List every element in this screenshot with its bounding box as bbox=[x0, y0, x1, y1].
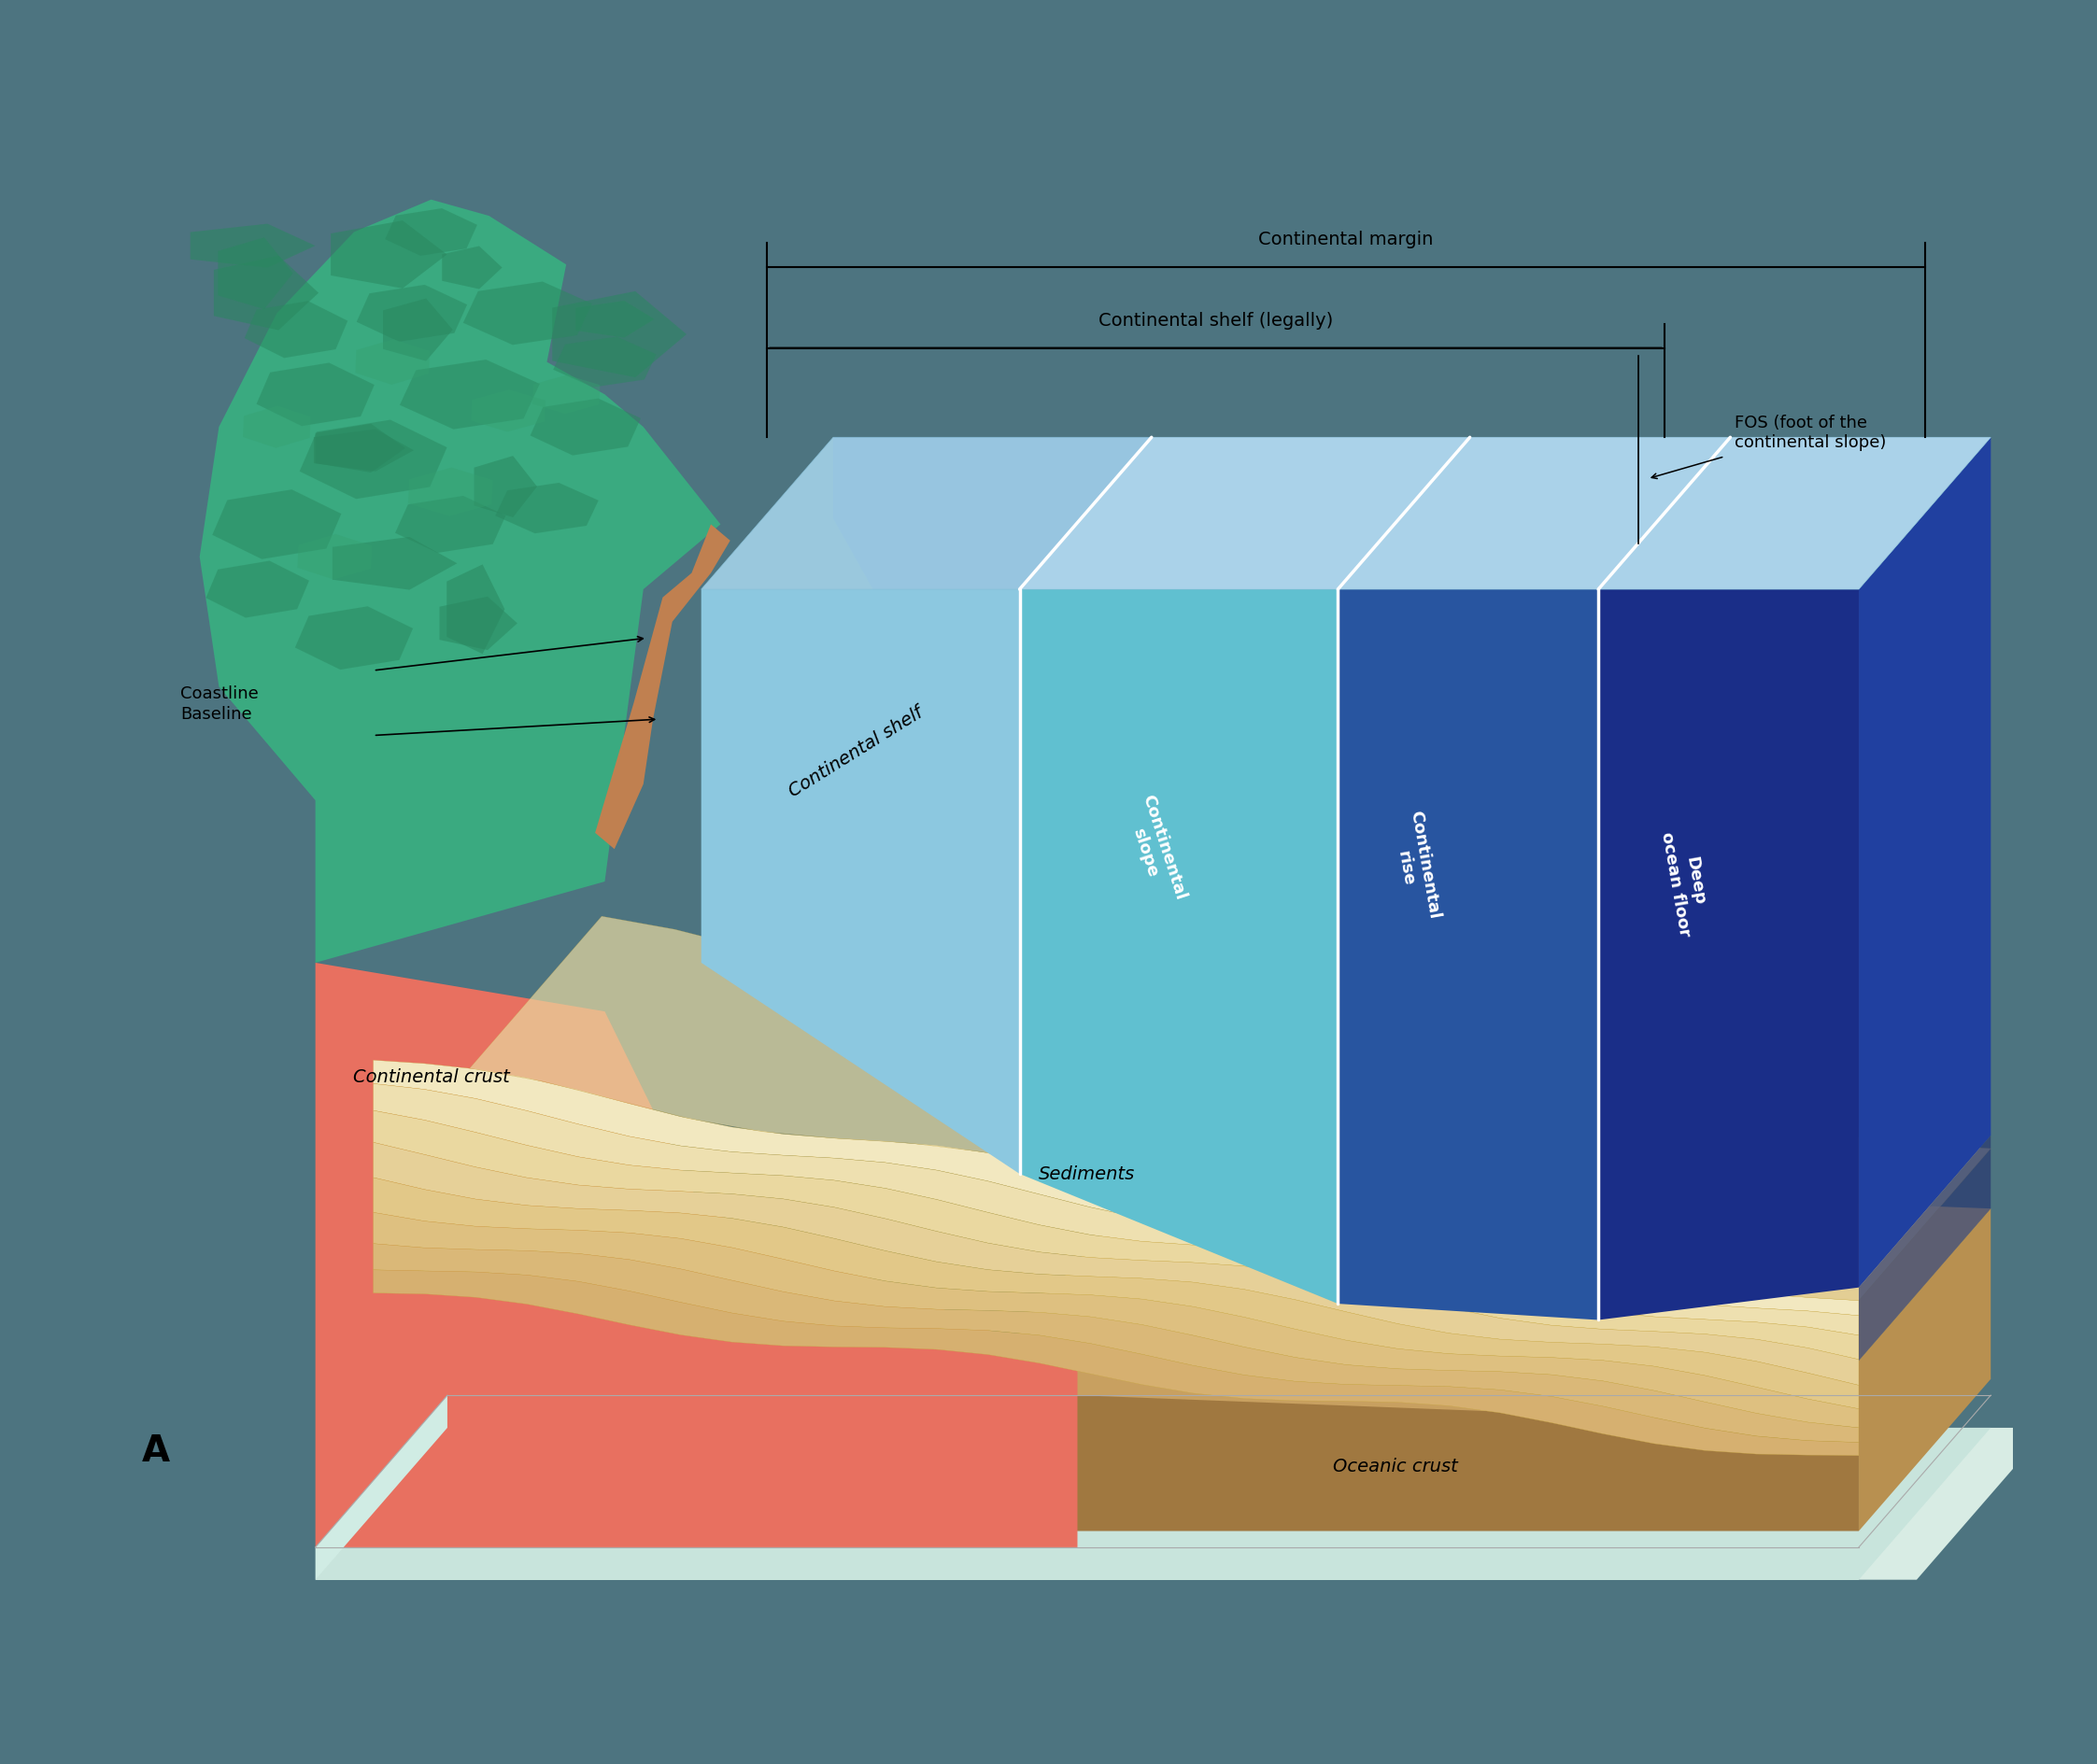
Polygon shape bbox=[1019, 1344, 1858, 1531]
Polygon shape bbox=[356, 286, 468, 342]
Polygon shape bbox=[1858, 437, 1990, 1288]
Polygon shape bbox=[373, 1060, 1858, 1316]
Polygon shape bbox=[386, 210, 478, 256]
Polygon shape bbox=[533, 376, 600, 415]
Polygon shape bbox=[315, 1427, 1990, 1581]
Polygon shape bbox=[384, 300, 453, 362]
Polygon shape bbox=[300, 420, 447, 499]
Text: Continental
rise: Continental rise bbox=[1388, 808, 1443, 923]
Polygon shape bbox=[1019, 589, 1338, 1304]
Text: Coastline
Baseline: Coastline Baseline bbox=[180, 684, 258, 721]
Polygon shape bbox=[373, 1212, 1858, 1429]
Polygon shape bbox=[472, 390, 545, 432]
Polygon shape bbox=[1019, 1328, 1858, 1425]
Polygon shape bbox=[700, 437, 1990, 589]
Polygon shape bbox=[199, 201, 721, 963]
Text: Oceanic crust: Oceanic crust bbox=[1334, 1457, 1457, 1475]
Polygon shape bbox=[442, 247, 501, 289]
Polygon shape bbox=[296, 607, 413, 670]
Polygon shape bbox=[554, 337, 656, 388]
Text: Continental shelf: Continental shelf bbox=[784, 704, 927, 801]
Polygon shape bbox=[354, 340, 430, 385]
Polygon shape bbox=[315, 1427, 2049, 1581]
Polygon shape bbox=[552, 293, 686, 377]
Polygon shape bbox=[373, 1244, 1858, 1443]
Polygon shape bbox=[700, 589, 1019, 1175]
Polygon shape bbox=[833, 437, 1990, 1136]
Polygon shape bbox=[1338, 589, 1598, 1319]
Polygon shape bbox=[298, 534, 371, 580]
Polygon shape bbox=[243, 406, 310, 448]
Text: Continental crust: Continental crust bbox=[352, 1067, 510, 1085]
Polygon shape bbox=[212, 490, 342, 559]
Text: Sediments: Sediments bbox=[1038, 1166, 1134, 1184]
Polygon shape bbox=[256, 363, 375, 427]
Polygon shape bbox=[474, 457, 537, 519]
Polygon shape bbox=[373, 1083, 1858, 1335]
Polygon shape bbox=[315, 425, 405, 473]
Polygon shape bbox=[333, 538, 457, 591]
Polygon shape bbox=[214, 256, 319, 332]
Polygon shape bbox=[470, 917, 1990, 1300]
Polygon shape bbox=[373, 1143, 1858, 1385]
Polygon shape bbox=[1858, 1208, 1990, 1531]
Polygon shape bbox=[495, 483, 598, 534]
Polygon shape bbox=[1858, 1136, 1990, 1360]
Text: FOS (foot of the
continental slope): FOS (foot of the continental slope) bbox=[1734, 415, 1885, 452]
Polygon shape bbox=[373, 1270, 1858, 1455]
Polygon shape bbox=[331, 220, 447, 289]
Polygon shape bbox=[315, 430, 413, 473]
Polygon shape bbox=[440, 598, 518, 651]
Text: A: A bbox=[143, 1432, 170, 1468]
Polygon shape bbox=[373, 1111, 1858, 1360]
Polygon shape bbox=[315, 1395, 447, 1581]
Polygon shape bbox=[315, 963, 1078, 1547]
Polygon shape bbox=[394, 496, 505, 554]
Polygon shape bbox=[1019, 437, 1990, 589]
Polygon shape bbox=[531, 399, 642, 457]
Polygon shape bbox=[315, 1547, 1858, 1581]
Polygon shape bbox=[1019, 1177, 1990, 1360]
Polygon shape bbox=[401, 360, 539, 430]
Text: Deep
ocean floor: Deep ocean floor bbox=[1659, 827, 1711, 937]
Text: Continental margin: Continental margin bbox=[1258, 231, 1434, 249]
Polygon shape bbox=[206, 561, 308, 619]
Polygon shape bbox=[218, 238, 294, 310]
Polygon shape bbox=[245, 302, 348, 358]
Polygon shape bbox=[191, 224, 315, 268]
Polygon shape bbox=[373, 1178, 1858, 1409]
Text: Continental shelf (legally): Continental shelf (legally) bbox=[1099, 312, 1334, 330]
Text: Continental
slope: Continental slope bbox=[1120, 792, 1189, 907]
Polygon shape bbox=[575, 302, 654, 339]
Polygon shape bbox=[463, 282, 591, 346]
Polygon shape bbox=[1598, 589, 1858, 1319]
Polygon shape bbox=[447, 564, 505, 654]
Polygon shape bbox=[596, 526, 730, 850]
Polygon shape bbox=[409, 467, 493, 517]
